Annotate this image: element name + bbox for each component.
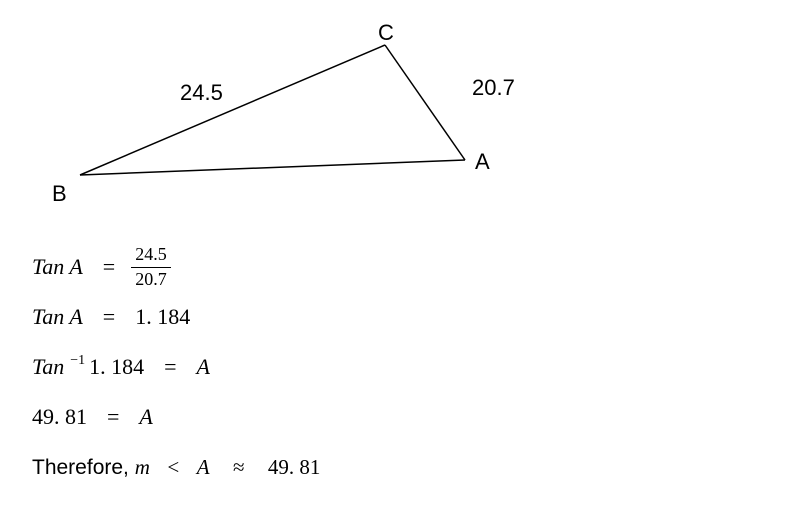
- conclusion-val: 49. 81: [268, 455, 321, 479]
- conclusion-prefix: Therefore,: [32, 456, 135, 479]
- vertex-label-c: C: [378, 20, 394, 46]
- equals-sign: =: [107, 404, 119, 430]
- side-ca: [385, 45, 465, 160]
- side-label-ca: 20.7: [472, 75, 515, 101]
- eq1-denominator: 20.7: [131, 268, 171, 290]
- equals-sign: =: [103, 304, 115, 330]
- conclusion-a: A: [197, 455, 210, 479]
- triangle-diagram: C B A 24.5 20.7: [30, 20, 570, 200]
- eq1-fraction: 24.5 20.7: [131, 245, 171, 290]
- side-bc: [80, 45, 385, 175]
- equation-line-1: Tan A = 24.5 20.7: [32, 245, 320, 289]
- side-label-bc: 24.5: [180, 80, 223, 106]
- conclusion-text: Therefore, m < A ≈ 49. 81: [32, 455, 320, 480]
- eq4-rhs: A: [139, 404, 152, 430]
- eq4-lhs: 49. 81: [32, 404, 87, 430]
- equals-sign: =: [103, 254, 115, 280]
- less-than-sign: <: [167, 455, 179, 479]
- eq1-numerator: 24.5: [131, 245, 171, 268]
- equation-line-3: Tan −1 1. 184 = A: [32, 349, 320, 385]
- math-work: Tan A = 24.5 20.7 Tan A = 1. 184 Tan −1 …: [32, 245, 320, 499]
- eq1-lhs: Tan A: [32, 254, 83, 280]
- conclusion-m: m: [135, 455, 150, 479]
- eq2-rhs: 1. 184: [135, 304, 190, 330]
- eq3-arg: 1. 184: [89, 354, 144, 380]
- vertex-label-a: A: [475, 149, 490, 175]
- equation-line-5: Therefore, m < A ≈ 49. 81: [32, 449, 320, 485]
- equation-line-2: Tan A = 1. 184: [32, 299, 320, 335]
- vertex-label-b: B: [52, 181, 67, 207]
- equation-line-4: 49. 81 = A: [32, 399, 320, 435]
- eq2-lhs: Tan A: [32, 304, 83, 330]
- approx-sign: ≈: [233, 455, 245, 479]
- side-ab: [80, 160, 465, 175]
- equals-sign: =: [164, 354, 176, 380]
- eq3-func: Tan: [32, 354, 64, 380]
- eq3-rhs: A: [197, 354, 210, 380]
- eq3-exponent: −1: [70, 353, 85, 369]
